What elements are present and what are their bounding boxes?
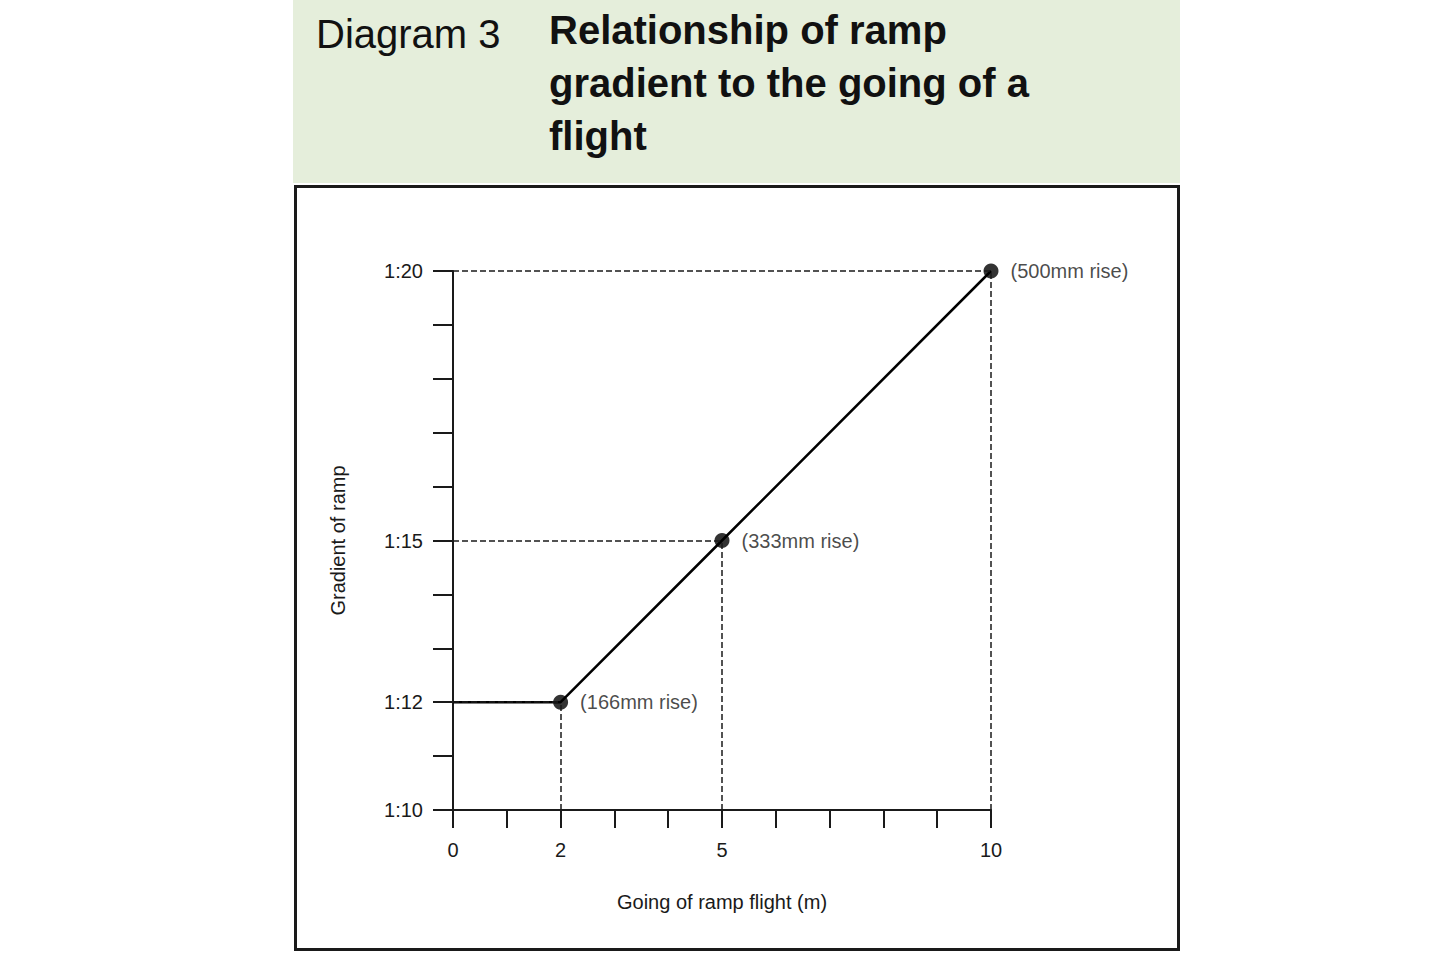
html-text:Relationship of ramp gradient: Relationship of ramp gradient to the goi…: [549, 8, 1029, 158]
svg-text:Gradient of ramp: Gradient of ramp: [327, 465, 349, 615]
html-text:Diagram 3: Diagram 3: [316, 12, 501, 56]
svg-text:1:20: 1:20: [384, 260, 423, 282]
svg-text:5: 5: [716, 839, 727, 861]
svg-text:1:15: 1:15: [384, 530, 423, 552]
svg-text:(500mm rise): (500mm rise): [1011, 260, 1129, 282]
svg-text:2: 2: [555, 839, 566, 861]
svg-text:Going of ramp flight (m): Going of ramp flight (m): [617, 891, 827, 913]
svg-text:0: 0: [447, 839, 458, 861]
svg-text:1:12: 1:12: [384, 691, 423, 713]
svg-text:(166mm rise): (166mm rise): [580, 691, 698, 713]
svg-text:10: 10: [980, 839, 1002, 861]
svg-text:(333mm rise): (333mm rise): [742, 530, 860, 552]
svg-text:1:10: 1:10: [384, 799, 423, 821]
